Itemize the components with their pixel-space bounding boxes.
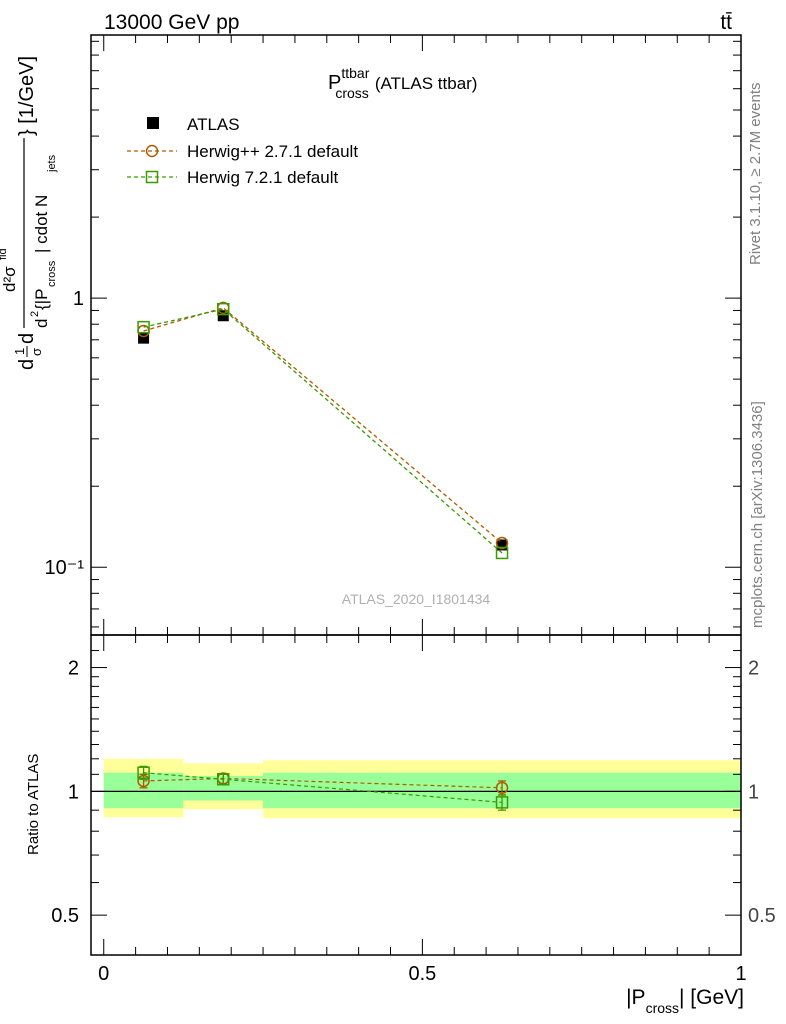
herwig7-point [216, 302, 230, 316]
main-series-line-1 [143, 307, 503, 544]
ratio-ytick-label-right: 0.5 [748, 905, 776, 927]
ylabel-inner-den-sup: 2 [29, 311, 41, 317]
ratio-ytick-label: 1 [68, 781, 79, 803]
main-ylabel: d 1 σ d d²σ fid d 2 {|P cross | cdot N j… [0, 56, 58, 370]
ratio-panel: 0.5 0.5 1 1 2 2 0 0.5 1 [51, 634, 776, 985]
ylabel-inner-num: d²σ [0, 266, 19, 292]
ratio-herwigpp-point [495, 781, 509, 795]
title-sup: ttbar [341, 65, 369, 81]
rivet-label: Rivet 3.1.10, ≥ 2.7M events [747, 83, 764, 266]
atlas-data-point [138, 332, 150, 344]
ratio-herwig7-point [216, 773, 230, 786]
atlas-data-point [217, 310, 229, 322]
xtick-label: 0.5 [408, 963, 436, 985]
legend-herwigpp-label: Herwig++ 2.7.1 default [187, 142, 358, 161]
ratio-ytick-label: 2 [68, 658, 79, 680]
herwig7-point [137, 320, 150, 334]
herwig7-point [495, 546, 509, 560]
ylabel-d2: d [16, 333, 38, 344]
ylabel-inner-num-sup: fid [0, 248, 9, 260]
ratio-ytick-label-right: 1 [748, 781, 759, 803]
plot-title: Pttbar cross (ATLAS ttbar) [328, 65, 477, 101]
legend-herwig7-label: Herwig 7.2.1 default [187, 168, 338, 187]
ratio-frame [90, 634, 742, 956]
main-series-line-2 [143, 308, 503, 554]
ylabel-inner-den-pre: d [32, 319, 51, 328]
herwigpp-point [495, 536, 509, 550]
analysis-watermark: ATLAS_2020_I1801434 [342, 591, 491, 607]
ylabel-unit: } [1/GeV] [16, 56, 38, 136]
main-ytick-label: 1 [73, 288, 84, 310]
ylabel-inner-den-mid: {|P [32, 289, 51, 310]
ratio-herwig7-point [495, 796, 509, 809]
ylabel-frac-top: 1 [12, 348, 27, 355]
atlas-data-point [496, 539, 508, 551]
ylabel-d: d [16, 359, 38, 370]
xtick-label: 1 [735, 963, 746, 985]
ylabel-inner-den-end: | cdot N [32, 195, 51, 253]
ylabel-inner-den-sub: cross [46, 260, 58, 287]
process-label: tt̄ [720, 11, 732, 34]
ylabel-frac-bot: σ [29, 348, 44, 356]
ratio-ytick-label: 0.5 [51, 905, 79, 927]
ylabel-inner-den-sub2: jets [46, 154, 58, 173]
title-suffix: (ATLAS ttbar) [375, 74, 478, 93]
xtick-label: 0 [98, 963, 109, 985]
ratio-ytick-label-right: 2 [748, 658, 759, 680]
mcplots-label: mcplots.cern.ch [arXiv:1306.3436] [749, 401, 766, 628]
legend-atlas-marker [147, 117, 159, 129]
legend-herwig7-marker [145, 170, 159, 184]
title-main: P [328, 72, 341, 94]
legend: ATLAS Herwig++ 2.7.1 default Herwig 7.2.… [127, 115, 358, 187]
energy-label: 13000 GeV pp [104, 11, 239, 34]
ratio-ylabel: Ratio to ATLAS [25, 754, 42, 855]
main-ytick-label: 10⁻¹ [45, 557, 85, 579]
ratio-herwig7-point [137, 766, 150, 779]
legend-herwigpp-marker [145, 144, 159, 158]
x-axis-label: |Pcross| [GeV] [626, 986, 744, 1016]
legend-atlas-label: ATLAS [187, 115, 240, 134]
title-sub: cross [335, 85, 368, 101]
